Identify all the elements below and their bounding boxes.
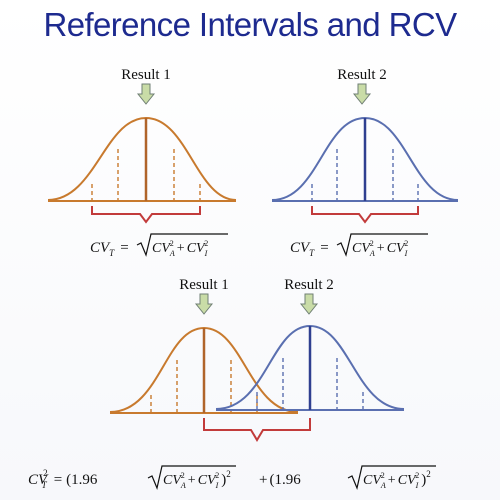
panel-bottom: Result 1 Result 2	[28, 277, 436, 490]
result-1-label: Result 1	[121, 67, 171, 83]
sqrt-content-right: CVA2 + CVI2	[352, 239, 408, 258]
sqrt-sign	[347, 465, 436, 490]
panel-top-right: Result 2 CVT = CVA2 + CVI2	[271, 67, 459, 258]
sqrt-sign	[147, 465, 236, 490]
formula-cvt-left: CVT =	[90, 240, 129, 258]
orange-curve	[47, 116, 237, 201]
interval-bracket	[91, 206, 201, 224]
down-arrow-icon	[195, 293, 213, 315]
down-arrow-icon	[300, 293, 318, 315]
sqrt-sign	[136, 233, 228, 257]
sd-lines	[311, 149, 419, 201]
formula-combined-lhs: CV2 T = (1.96	[28, 468, 98, 490]
down-arrow-icon	[353, 83, 371, 105]
sqrt-content-combined-2: CVA2 + CVI2)2	[363, 469, 431, 490]
formula-combined-mid: + (1.96	[259, 472, 301, 488]
panel-top-left: Result 1 CVT = CVA2 + CVI2	[47, 67, 237, 258]
blue-sd-lines	[256, 358, 364, 410]
sqrt-sign	[336, 233, 428, 257]
sqrt-content-combined-1: CVA2 + CVI2)2	[163, 469, 231, 490]
sd-lines	[91, 149, 201, 201]
result-2-label: Result 2	[337, 67, 387, 83]
sqrt-content-left: CVA2 + CVI2	[152, 239, 208, 258]
result-1-label: Result 1	[179, 277, 229, 293]
result-2-label: Result 2	[284, 277, 334, 293]
down-arrow-icon	[137, 83, 155, 105]
formula-cvt-right: CVT =	[290, 240, 329, 258]
difference-bracket	[203, 418, 311, 442]
interval-bracket	[311, 206, 419, 224]
slide-title: Reference Intervals and RCV	[43, 6, 457, 43]
